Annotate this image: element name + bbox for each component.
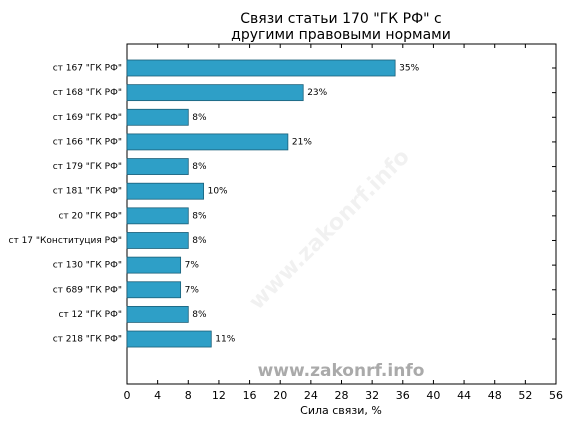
value-label: 23% (307, 88, 327, 98)
x-tick-label: 28 (335, 389, 349, 402)
value-label: 8% (192, 310, 207, 320)
value-label: 8% (192, 113, 207, 123)
value-label: 8% (192, 162, 207, 172)
value-label: 10% (208, 187, 228, 197)
y-tick-label: ст 20 "ГК РФ" (58, 211, 122, 221)
y-tick-label: ст 12 "ГК РФ" (58, 310, 122, 320)
bar (126, 232, 189, 249)
x-tick-label: 48 (488, 389, 502, 402)
value-label: 11% (215, 335, 235, 345)
bar (126, 84, 304, 102)
y-tick-label: ст 689 "ГК РФ" (53, 285, 122, 295)
watermark: www.zakonrf.info (244, 144, 414, 314)
bar (126, 281, 182, 299)
bar (126, 330, 212, 348)
watermark: www.zakonrf.info (258, 361, 425, 381)
value-label: 7% (185, 261, 200, 271)
x-tick-label: 20 (273, 389, 287, 402)
bar (126, 108, 189, 126)
x-axis-label: Сила связи, % (300, 404, 382, 417)
value-label: 35% (399, 64, 419, 74)
bar (126, 182, 205, 200)
chart-title: Связи статьи 170 "ГК РФ" с (240, 11, 441, 27)
x-tick-label: 32 (365, 389, 379, 402)
chart-title: другими правовыми нормами (231, 27, 451, 43)
x-tick-label: 40 (426, 389, 440, 402)
bar (126, 133, 289, 151)
y-tick-label: ст 17 "Конституция РФ" (9, 236, 122, 246)
y-tick-label: ст 168 "ГК РФ" (53, 88, 122, 98)
x-tick-label: 16 (243, 389, 257, 402)
x-tick-label: 56 (549, 389, 563, 402)
value-label: 21% (292, 137, 312, 147)
y-tick-label: ст 218 "ГК РФ" (53, 335, 122, 345)
x-tick-label: 44 (457, 389, 471, 402)
value-label: 8% (192, 236, 207, 246)
x-tick-label: 4 (154, 389, 161, 402)
y-tick-label: ст 166 "ГК РФ" (53, 137, 122, 147)
y-tick-label: ст 167 "ГК РФ" (53, 64, 122, 74)
x-tick-label: 8 (185, 389, 192, 402)
y-tick-label: ст 181 "ГК РФ" (53, 187, 122, 197)
y-tick-label: ст 130 "ГК РФ" (53, 261, 122, 271)
value-label: 7% (185, 285, 200, 295)
x-tick-label: 12 (212, 389, 226, 402)
bar (126, 59, 396, 77)
y-tick-label: ст 169 "ГК РФ" (53, 113, 122, 123)
bar (126, 256, 182, 274)
y-tick-label: ст 179 "ГК РФ" (53, 162, 122, 172)
x-tick-label: 36 (396, 389, 410, 402)
x-tick-label: 52 (518, 389, 532, 402)
bar (126, 305, 189, 323)
value-label: 8% (192, 211, 207, 221)
bar (126, 158, 189, 175)
bar (126, 207, 189, 225)
x-tick-label: 0 (124, 389, 131, 402)
x-tick-label: 24 (304, 389, 318, 402)
